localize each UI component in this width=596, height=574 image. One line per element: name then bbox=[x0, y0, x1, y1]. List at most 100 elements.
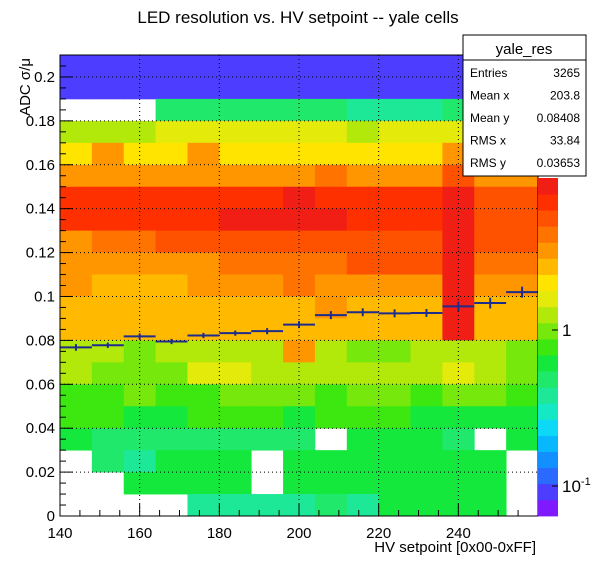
heatmap-cell bbox=[123, 142, 156, 166]
heatmap-cell bbox=[314, 362, 348, 385]
heatmap-cell bbox=[346, 55, 380, 78]
heatmap-cell bbox=[314, 406, 348, 429]
heatmap-cell bbox=[474, 208, 507, 232]
heatmap-cell bbox=[283, 362, 316, 385]
colorbar-segment bbox=[538, 483, 558, 501]
heatmap-cell bbox=[283, 120, 316, 144]
heatmap-cell bbox=[410, 120, 443, 144]
heatmap-cell bbox=[346, 164, 380, 188]
heatmap-cell bbox=[91, 120, 125, 144]
heatmap-cell bbox=[219, 252, 252, 275]
y-tick-label: 0.04 bbox=[26, 420, 55, 437]
heatmap-cell bbox=[91, 252, 125, 275]
colorbar-segment bbox=[538, 435, 558, 453]
heatmap-cell bbox=[187, 55, 220, 78]
x-tick-label: 180 bbox=[207, 525, 232, 542]
heatmap-cell bbox=[60, 120, 93, 144]
heatmap-cell bbox=[314, 450, 348, 473]
heatmap-cell bbox=[346, 450, 380, 473]
heatmap-cell bbox=[474, 472, 507, 495]
heatmap-cell bbox=[474, 450, 507, 473]
stats-label: RMS x bbox=[470, 134, 506, 148]
heatmap-cell bbox=[155, 98, 188, 122]
stats-label: RMS y bbox=[470, 156, 506, 170]
heatmap-cell bbox=[91, 55, 125, 78]
heatmap-cell bbox=[378, 55, 411, 78]
x-tick-label: 140 bbox=[47, 525, 72, 542]
y-tick-label: 0.12 bbox=[26, 245, 55, 262]
heatmap-cell bbox=[442, 318, 475, 341]
heatmap-cell bbox=[378, 428, 411, 451]
heatmap-cell bbox=[346, 98, 380, 122]
heatmap-cell bbox=[60, 274, 93, 297]
heatmap-cell bbox=[155, 296, 188, 319]
y-tick-label: 0.16 bbox=[26, 157, 55, 174]
heatmap-cell bbox=[410, 318, 443, 341]
heatmap-cell bbox=[410, 472, 443, 495]
colorbar-segment bbox=[538, 242, 558, 259]
profile-point bbox=[378, 309, 411, 318]
heatmap-cell bbox=[219, 274, 252, 297]
heatmap-cell bbox=[219, 164, 252, 188]
heatmap-cell bbox=[314, 186, 348, 210]
heatmap-cell bbox=[314, 98, 348, 122]
colorbar-segment bbox=[538, 210, 558, 227]
heatmap-cell bbox=[219, 120, 252, 144]
profile-point bbox=[219, 330, 252, 336]
heatmap-cell bbox=[378, 142, 411, 166]
heatmap-cell bbox=[474, 494, 507, 517]
y-tick-label: 0.02 bbox=[26, 464, 55, 481]
heatmap-cell bbox=[251, 406, 284, 429]
chart-title: LED resolution vs. HV setpoint -- yale c… bbox=[137, 8, 458, 27]
heatmap-cell bbox=[123, 406, 156, 429]
heatmap-cell bbox=[283, 230, 316, 253]
heatmap-cell bbox=[346, 142, 380, 166]
heatmap-cell bbox=[251, 230, 284, 253]
colorbar-tick-label: 10-1 bbox=[562, 476, 591, 496]
heatmap-cell bbox=[251, 340, 284, 363]
heatmap-cell bbox=[123, 362, 156, 385]
heatmap-cell bbox=[251, 362, 284, 385]
heatmap-cell bbox=[251, 164, 284, 188]
heatmap-cell bbox=[506, 318, 539, 341]
heatmap-cell bbox=[410, 340, 443, 363]
x-tick-label: 240 bbox=[446, 525, 471, 542]
heatmap-cell bbox=[60, 164, 93, 188]
heatmap-cell bbox=[410, 186, 443, 210]
heatmap-cell bbox=[474, 230, 507, 253]
profile-point bbox=[251, 328, 284, 335]
heatmap-cell bbox=[187, 384, 220, 407]
heatmap-cell bbox=[283, 76, 316, 100]
stats-value: 3265 bbox=[553, 66, 580, 80]
y-axis-label: ADC σ/μ bbox=[17, 58, 34, 116]
profile-series bbox=[60, 286, 538, 351]
heatmap-cell bbox=[60, 252, 93, 275]
heatmap-cell bbox=[378, 362, 411, 385]
profile-point bbox=[346, 308, 379, 317]
heatmap-cell bbox=[378, 494, 411, 517]
heatmap-cell bbox=[474, 252, 507, 275]
heatmap-cell bbox=[314, 494, 348, 517]
heatmap-cell bbox=[410, 362, 443, 385]
heatmap-cell bbox=[378, 406, 411, 429]
heatmap-cell bbox=[314, 252, 348, 275]
heatmap-cell bbox=[251, 296, 284, 319]
profile-point bbox=[155, 338, 188, 345]
heatmap-cell bbox=[123, 76, 156, 100]
heatmap-cell bbox=[155, 384, 188, 407]
heatmap-cell bbox=[346, 252, 380, 275]
profile-point bbox=[442, 301, 475, 312]
heatmap-cell bbox=[219, 55, 252, 78]
heatmap-cell bbox=[442, 406, 475, 429]
profile-point bbox=[187, 332, 220, 339]
heatmap-cell bbox=[251, 274, 284, 297]
y-tick-label: 0.18 bbox=[26, 113, 55, 130]
heatmap-cell bbox=[346, 274, 380, 297]
heatmap-cell bbox=[187, 252, 220, 275]
heatmap-cell bbox=[442, 230, 475, 253]
heatmap-cell bbox=[219, 76, 252, 100]
stats-value: 33.84 bbox=[550, 134, 580, 148]
heatmap-cell bbox=[474, 274, 507, 297]
heatmap-cell bbox=[251, 55, 284, 78]
colorbar-segment bbox=[538, 178, 558, 195]
